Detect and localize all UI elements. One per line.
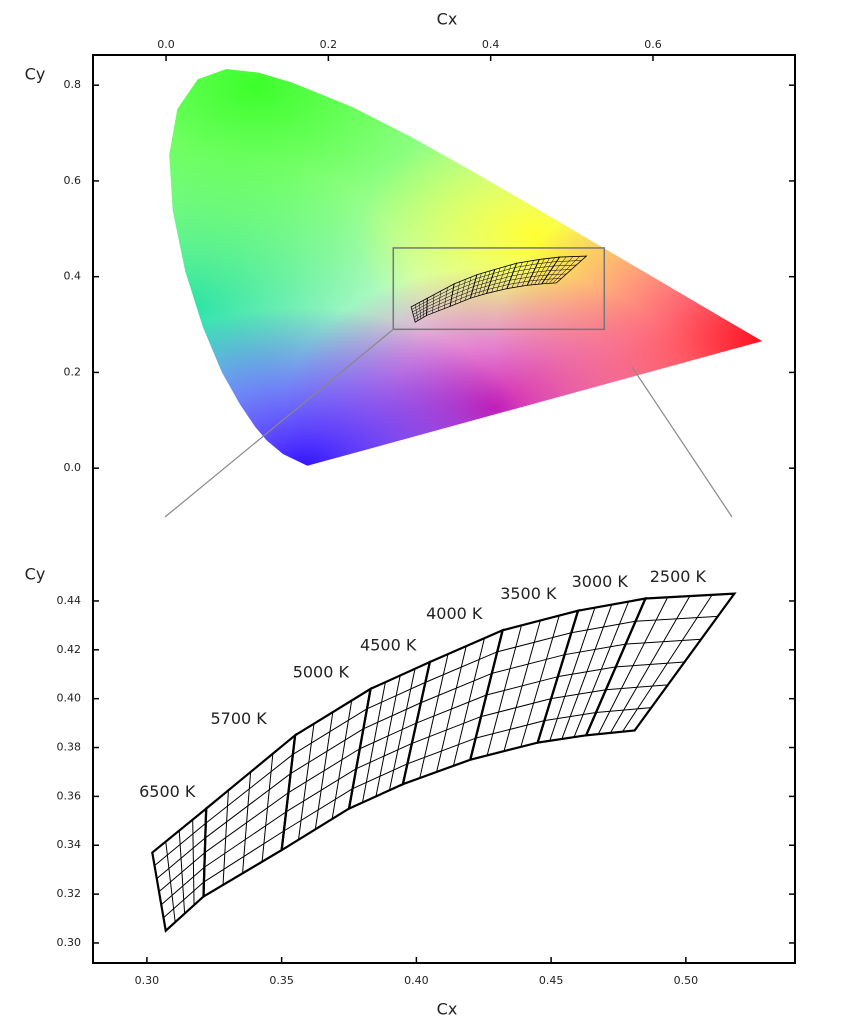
x-tick-label: 0.45 bbox=[539, 974, 564, 987]
cct-label: 4000 K bbox=[426, 604, 483, 623]
y-tick-label: 0.8 bbox=[64, 78, 82, 91]
y-tick-label: 0.0 bbox=[64, 461, 82, 474]
bin bbox=[202, 732, 297, 899]
y-tick-label: 0.36 bbox=[57, 789, 82, 802]
x-tick-label: 0.2 bbox=[320, 38, 338, 51]
bin-grid bbox=[352, 668, 426, 803]
x-tick-label: 0.50 bbox=[674, 974, 699, 987]
top-x-label: Cx bbox=[437, 10, 458, 29]
x-tick-label: 0.6 bbox=[644, 38, 662, 51]
bin-grid bbox=[544, 601, 636, 741]
cct-label: 3000 K bbox=[572, 572, 629, 591]
y-tick-label: 0.34 bbox=[57, 838, 82, 851]
x-tick-label: 0.35 bbox=[269, 974, 294, 987]
x-tick-label: 0.0 bbox=[157, 38, 175, 51]
cct-label: 2500 K bbox=[650, 567, 707, 586]
color-fill bbox=[169, 68, 763, 466]
bin bbox=[151, 806, 208, 933]
zoom-line bbox=[164, 328, 394, 518]
top-y-label: Cy bbox=[25, 65, 46, 84]
cct-label: 6500 K bbox=[139, 782, 196, 801]
y-tick-label: 0.44 bbox=[57, 594, 82, 607]
bin-grid bbox=[475, 615, 572, 756]
y-tick-label: 0.42 bbox=[57, 643, 82, 656]
bin-grid bbox=[203, 753, 294, 885]
cct-label: 4500 K bbox=[360, 636, 417, 655]
y-tick-label: 0.30 bbox=[57, 936, 82, 949]
bin-grid bbox=[529, 257, 557, 286]
cct-label: 5000 K bbox=[293, 662, 350, 681]
bottom-y-label: Cy bbox=[25, 565, 46, 584]
x-tick-label: 0.4 bbox=[482, 38, 500, 51]
bin-grid bbox=[283, 700, 368, 840]
bottom-x-label: Cx bbox=[437, 1000, 458, 1019]
y-tick-label: 0.6 bbox=[64, 174, 82, 187]
cct-label: 3500 K bbox=[500, 584, 557, 603]
x-tick-label: 0.40 bbox=[404, 974, 429, 987]
bin-grid bbox=[154, 819, 207, 923]
bin bbox=[401, 628, 505, 786]
bin-grid bbox=[544, 256, 582, 284]
x-tick-label: 0.30 bbox=[135, 974, 160, 987]
bin-grid bbox=[487, 264, 516, 293]
y-tick-label: 0.40 bbox=[57, 692, 82, 705]
y-tick-label: 0.4 bbox=[64, 270, 82, 283]
bin-grid bbox=[471, 270, 494, 298]
y-tick-label: 0.32 bbox=[57, 887, 82, 900]
frame bbox=[92, 54, 796, 964]
y-tick-label: 0.2 bbox=[64, 365, 82, 378]
bin-grid bbox=[595, 594, 718, 735]
bin-grid bbox=[407, 638, 498, 779]
bin bbox=[584, 592, 737, 737]
bin bbox=[541, 255, 588, 285]
bin-grid bbox=[411, 300, 428, 321]
y-tick-label: 0.38 bbox=[57, 741, 82, 754]
bin-grid bbox=[450, 276, 476, 305]
cct-label: 5700 K bbox=[210, 709, 267, 728]
bin-grid bbox=[426, 287, 454, 314]
color-layer bbox=[169, 68, 763, 466]
zoom-line bbox=[631, 367, 733, 518]
bin-grid bbox=[508, 260, 538, 288]
zoom-box bbox=[392, 247, 606, 331]
